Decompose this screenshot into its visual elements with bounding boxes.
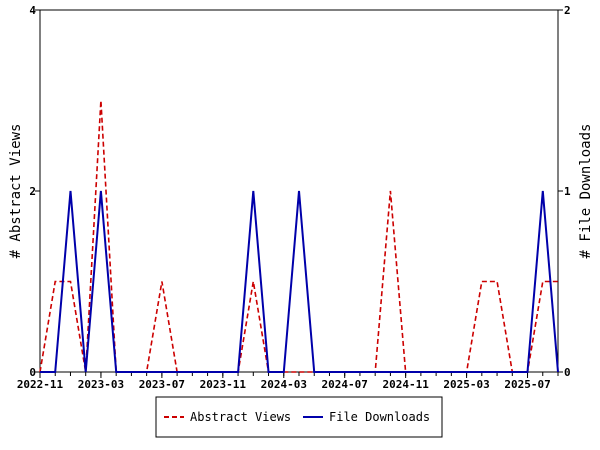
- series-layer: [39, 100, 559, 373]
- x-tick-label: 2025-07: [504, 378, 550, 391]
- x-tick-label: 2025-03: [443, 378, 489, 391]
- x-tick-label: 2024-03: [261, 378, 307, 391]
- legend: Abstract Views File Downloads: [155, 396, 443, 438]
- legend-label-file-downloads: File Downloads: [329, 410, 430, 424]
- y-tick-label-left: 0: [29, 366, 36, 379]
- series-line-file-downloads: [40, 190, 559, 373]
- series-line-abstract-views: [39, 100, 558, 373]
- y-axis-title-left: # Abstract Views: [8, 124, 24, 259]
- x-tick-label: 2023-07: [139, 378, 185, 391]
- axis-ticks: 0 2 4 0 1 2 2022-11 2023-03 2023-07 2023-11 2024-0…: [17, 4, 571, 391]
- x-tick-label: 2024-11: [382, 378, 429, 391]
- y-tick-label-left: 2: [29, 185, 36, 198]
- y-tick-label-right: 0: [564, 366, 571, 379]
- x-tick-label: 2024-07: [322, 378, 368, 391]
- x-tick-label: 2023-03: [78, 378, 124, 391]
- x-tick-label: 2022-11: [17, 378, 64, 391]
- y-tick-label-right: 1: [564, 185, 571, 198]
- y-tick-label-left: 4: [29, 4, 36, 17]
- x-tick-label: 2023-11: [200, 378, 247, 391]
- legend-label-abstract-views: Abstract Views: [190, 410, 291, 424]
- y-axis-title-right: # File Downloads: [578, 124, 594, 259]
- y-tick-label-right: 2: [564, 4, 571, 17]
- legend-box: [155, 396, 443, 438]
